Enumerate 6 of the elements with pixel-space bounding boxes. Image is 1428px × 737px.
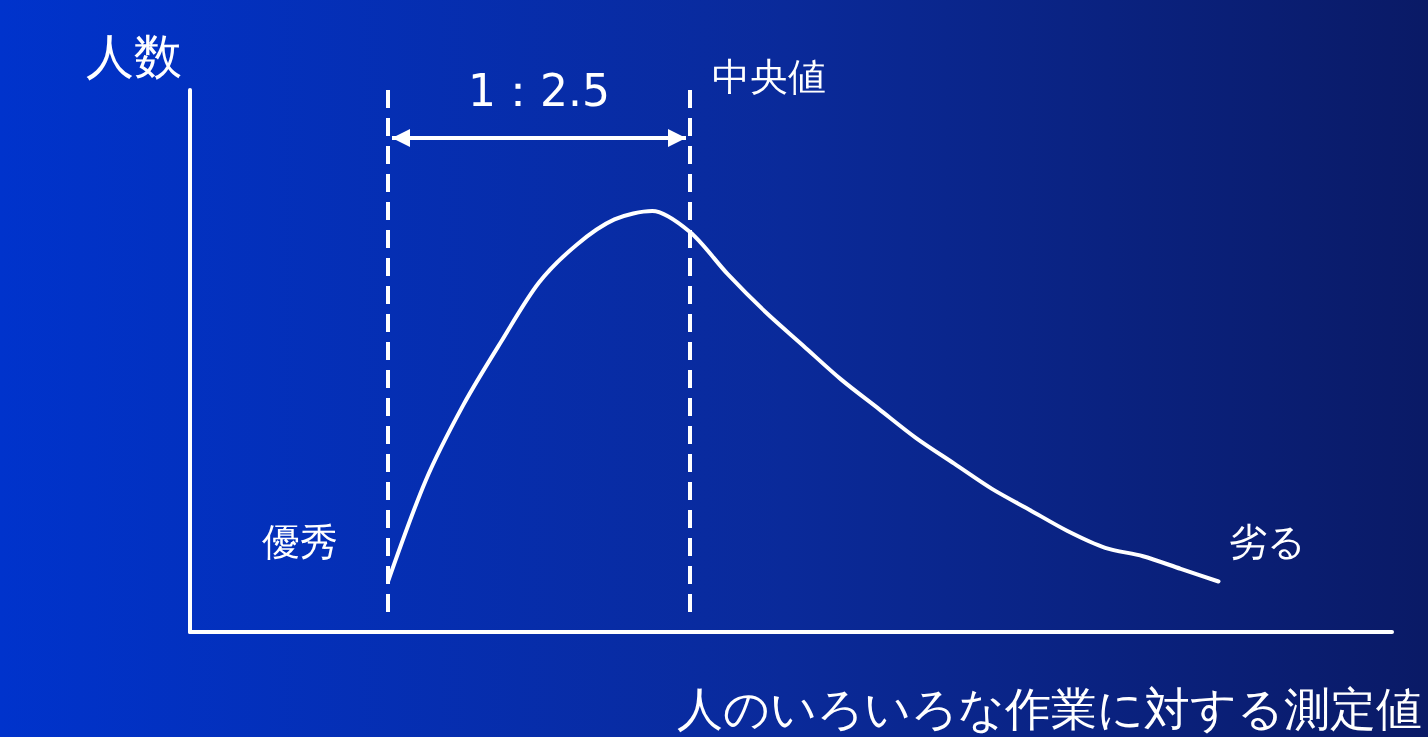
y-axis-title: 人数: [86, 28, 182, 84]
annotation: 劣る: [1228, 520, 1306, 564]
text: 中央値: [712, 55, 826, 99]
text: 優秀: [262, 520, 338, 564]
text: 1：2.5: [468, 65, 610, 116]
x-axis-title: 人のいろいろな作業に対する測定値: [677, 682, 1422, 736]
